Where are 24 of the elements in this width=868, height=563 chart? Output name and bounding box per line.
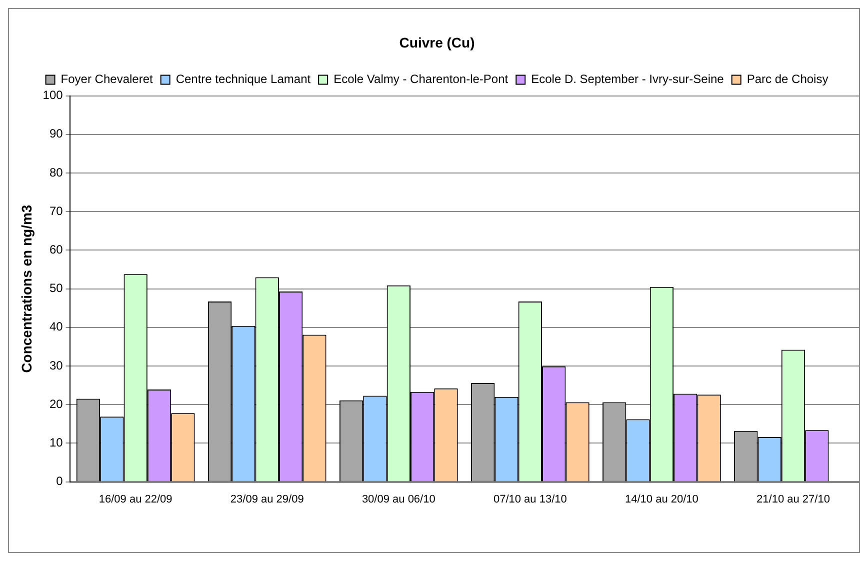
x-tick-label: 23/09 au 29/09 xyxy=(230,493,304,506)
y-tick-label: 50 xyxy=(49,281,64,296)
y-tick-label: 60 xyxy=(49,242,64,257)
x-tick-label: 16/09 au 22/09 xyxy=(98,493,172,506)
legend-label: Parc de Choisy xyxy=(746,72,828,86)
y-tick-label: 100 xyxy=(42,88,64,102)
legend-label: Ecole Valmy - Charenton-le-Pont xyxy=(334,72,509,86)
legend-label: Foyer Chevaleret xyxy=(60,72,154,86)
legend-label: Centre technique Lamant xyxy=(176,72,312,86)
y-axis-title: Concentrations en ng/m3 xyxy=(18,204,34,373)
y-tick-label: 20 xyxy=(49,396,64,411)
y-tick-label: 10 xyxy=(49,436,64,450)
y-tick-label: 80 xyxy=(49,165,64,180)
y-tick-label: 0 xyxy=(56,474,64,488)
x-tick-label: 21/10 au 27/10 xyxy=(756,493,830,506)
y-tick-label: 90 xyxy=(49,126,64,141)
y-tick-label: 30 xyxy=(49,358,64,372)
chart-title: Cuivre (Cu) xyxy=(399,34,475,50)
x-tick-label: 07/10 au 13/10 xyxy=(493,493,567,506)
y-tick-label: 70 xyxy=(49,204,64,218)
legend-label: Ecole D. September - Ivry-sur-Seine xyxy=(531,72,724,86)
x-tick-label: 14/10 au 20/10 xyxy=(625,493,698,506)
y-tick-label: 40 xyxy=(49,320,64,334)
x-tick-label: 30/09 au 06/10 xyxy=(362,493,436,506)
